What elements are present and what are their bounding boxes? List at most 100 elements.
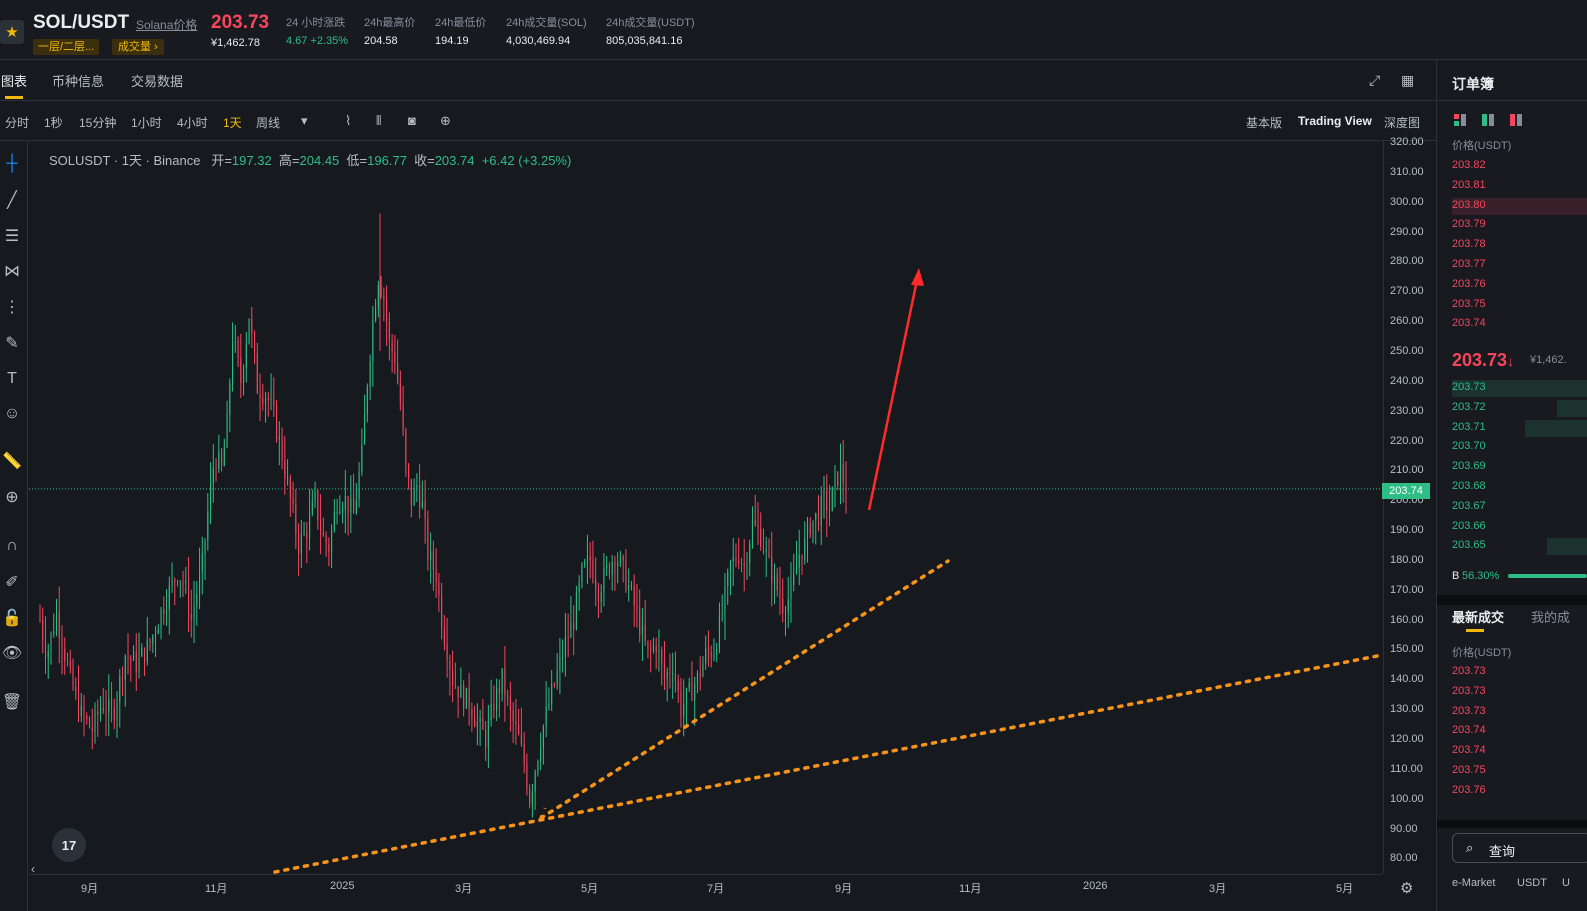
candle-body <box>564 637 566 658</box>
candle-body <box>760 528 762 548</box>
candle-body <box>320 520 322 533</box>
bid-price[interactable]: 203.70 <box>1452 440 1486 453</box>
lock-icon[interactable]: 🔓 <box>2 610 22 627</box>
candle-body <box>419 485 421 508</box>
text-icon[interactable]: T <box>7 370 17 387</box>
ask-price[interactable]: 203.79 <box>1452 218 1486 231</box>
market-tab[interactable]: e-Market <box>1452 877 1496 889</box>
magnet-icon[interactable]: ∩ <box>6 537 18 554</box>
projection-icon[interactable]: ⋮ <box>4 299 20 316</box>
layout-grid-icon[interactable]: ▦ <box>1401 72 1415 88</box>
view-0[interactable]: 基本版 <box>1246 116 1283 130</box>
tab-trading-data[interactable]: 交易数据 <box>131 74 184 89</box>
emoji-icon[interactable]: ☺ <box>3 405 21 422</box>
candle-body <box>474 718 476 727</box>
trash-icon[interactable]: 🗑 <box>1 694 23 711</box>
bid-price[interactable]: 203.65 <box>1452 539 1486 552</box>
candle-body <box>193 606 195 620</box>
chart-canvas[interactable] <box>29 141 1384 874</box>
add-icon[interactable]: ⊕ <box>440 113 451 128</box>
tradingview-logo-icon[interactable]: 17 <box>52 828 86 862</box>
ask-price[interactable]: 203.82 <box>1452 159 1486 171</box>
candle-type-icon[interactable]: ⫴ <box>376 113 382 128</box>
ask-price[interactable]: 203.81 <box>1452 178 1486 191</box>
price-tick: 210.00 <box>1390 464 1424 477</box>
view-1[interactable]: Trading View <box>1298 114 1372 128</box>
candle-body <box>435 569 437 583</box>
brush-icon[interactable]: ✎ <box>5 335 19 352</box>
bid-price[interactable]: 203.73 <box>1452 381 1486 393</box>
candle-body <box>762 547 765 552</box>
view-2[interactable]: 深度图 <box>1384 116 1421 130</box>
orderbook-both-icon[interactable] <box>1454 114 1466 126</box>
interval-4[interactable]: 4小时 <box>177 116 208 130</box>
bid-price[interactable]: 203.66 <box>1452 519 1486 532</box>
favorite-star-icon[interactable]: ★ <box>0 20 24 44</box>
settings-gear-icon[interactable]: ⚙ <box>1400 880 1414 897</box>
interval-dropdown-icon[interactable]: ▾ <box>301 113 308 128</box>
fib-icon[interactable]: ☰ <box>4 228 20 245</box>
candle-body <box>201 553 203 573</box>
indicator-icon[interactable]: ⌇ <box>345 113 352 128</box>
stat-label: 24h最高价 <box>364 17 416 29</box>
interval-1[interactable]: 1秒 <box>44 116 63 130</box>
interval-0[interactable]: 分时 <box>5 116 30 130</box>
price-chart[interactable] <box>29 141 1384 874</box>
scroll-left-icon[interactable]: ‹ <box>31 862 35 876</box>
interval-6[interactable]: 周线 <box>256 116 281 130</box>
candle-body <box>496 687 498 711</box>
price-tick: 170.00 <box>1390 583 1424 596</box>
ask-price[interactable]: 203.77 <box>1452 258 1486 270</box>
bid-price[interactable]: 203.69 <box>1452 460 1486 473</box>
interval-3[interactable]: 1小时 <box>131 116 162 130</box>
candle-body <box>424 501 426 519</box>
orderbook-asks-icon[interactable] <box>1510 114 1522 126</box>
candle-body <box>322 532 324 536</box>
volume-tag[interactable]: 成交量 › <box>112 39 164 55</box>
bid-price[interactable]: 203.67 <box>1452 499 1486 512</box>
tab-latest-trades[interactable]: 最新成交 <box>1452 610 1505 625</box>
pencil-lock-icon[interactable]: ✐ <box>5 574 19 591</box>
candle-body <box>86 716 88 719</box>
layer-tag[interactable]: 一层/二层... <box>33 39 100 55</box>
tab-my-trades[interactable]: 我的成 <box>1531 610 1571 625</box>
camera-icon[interactable]: ◙ <box>408 113 416 128</box>
candle-body <box>507 695 509 697</box>
orderbook-price-header: 价格(USDT) <box>1452 140 1512 152</box>
price-tick: 90.00 <box>1390 822 1418 835</box>
candle-body <box>628 585 630 590</box>
support-trendline <box>539 807 547 819</box>
search-placeholder: 查询 <box>1489 844 1516 859</box>
candle-body <box>102 707 104 711</box>
candle-body <box>331 530 333 553</box>
ask-price[interactable]: 203.76 <box>1452 277 1486 290</box>
price-axis[interactable] <box>1383 141 1436 874</box>
candle-body <box>831 487 833 511</box>
ruler-icon[interactable]: 📏 <box>2 453 22 470</box>
bid-price[interactable]: 203.71 <box>1452 420 1486 433</box>
candle-body <box>386 299 388 322</box>
ask-price[interactable]: 203.80 <box>1452 198 1486 211</box>
market-tab[interactable]: U <box>1562 877 1570 889</box>
orderbook-bids-icon[interactable] <box>1482 114 1494 126</box>
ask-price[interactable]: 203.74 <box>1452 317 1486 330</box>
interval-2[interactable]: 15分钟 <box>79 116 117 130</box>
market-tab[interactable]: USDT <box>1517 877 1547 889</box>
trendline-icon[interactable]: ╱ <box>7 192 17 209</box>
pattern-icon[interactable]: ⋈ <box>4 263 20 280</box>
eye-icon[interactable]: 👁 <box>1 645 23 662</box>
zoom-in-icon[interactable]: ⊕ <box>5 489 19 506</box>
bid-price[interactable]: 203.68 <box>1452 480 1486 492</box>
tab-coin-info[interactable]: 币种信息 <box>52 74 105 89</box>
interval-5[interactable]: 1天 <box>223 116 242 130</box>
candle-body <box>366 386 368 414</box>
tab-chart[interactable]: 图表 <box>1 74 28 89</box>
crosshair-icon[interactable]: ┼ <box>6 155 18 172</box>
bid-price[interactable]: 203.72 <box>1452 400 1486 413</box>
ask-price[interactable]: 203.75 <box>1452 297 1486 310</box>
ask-price[interactable]: 203.78 <box>1452 238 1486 251</box>
fullscreen-icon[interactable]: ⤢ <box>1369 72 1381 88</box>
time-axis[interactable] <box>29 874 1383 911</box>
pair-info-link[interactable]: Solana价格 <box>136 18 198 32</box>
market-search-input[interactable] <box>1452 833 1587 863</box>
